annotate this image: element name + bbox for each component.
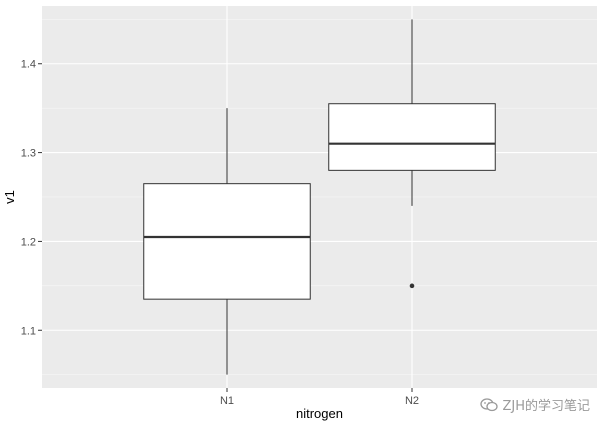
grid-lines [42,6,597,388]
y-tick-label: 1.2 [21,236,36,248]
x-tick-label: N2 [405,395,419,407]
y-tick-label: 1.1 [21,325,36,337]
box-series [143,19,496,375]
outlier-point [409,283,415,289]
x-axis: N1 N2 [220,388,419,407]
y-axis: 1.1 1.2 1.3 1.4 [21,59,42,337]
watermark-text: ZJH的学习笔记 [502,399,590,414]
y-tick-label: 1.3 [21,148,36,160]
box-iqr [328,103,496,171]
wechat-icon [480,397,499,411]
y-axis-title: v1 [2,190,17,204]
box-iqr [143,183,311,300]
x-axis-title: nitrogen [296,406,343,421]
box-n1 [143,108,311,375]
watermark: ZJH的学习笔记 [480,395,590,414]
x-tick-label: N1 [220,395,234,407]
box-n2 [328,19,496,289]
y-tick-label: 1.4 [21,59,36,71]
